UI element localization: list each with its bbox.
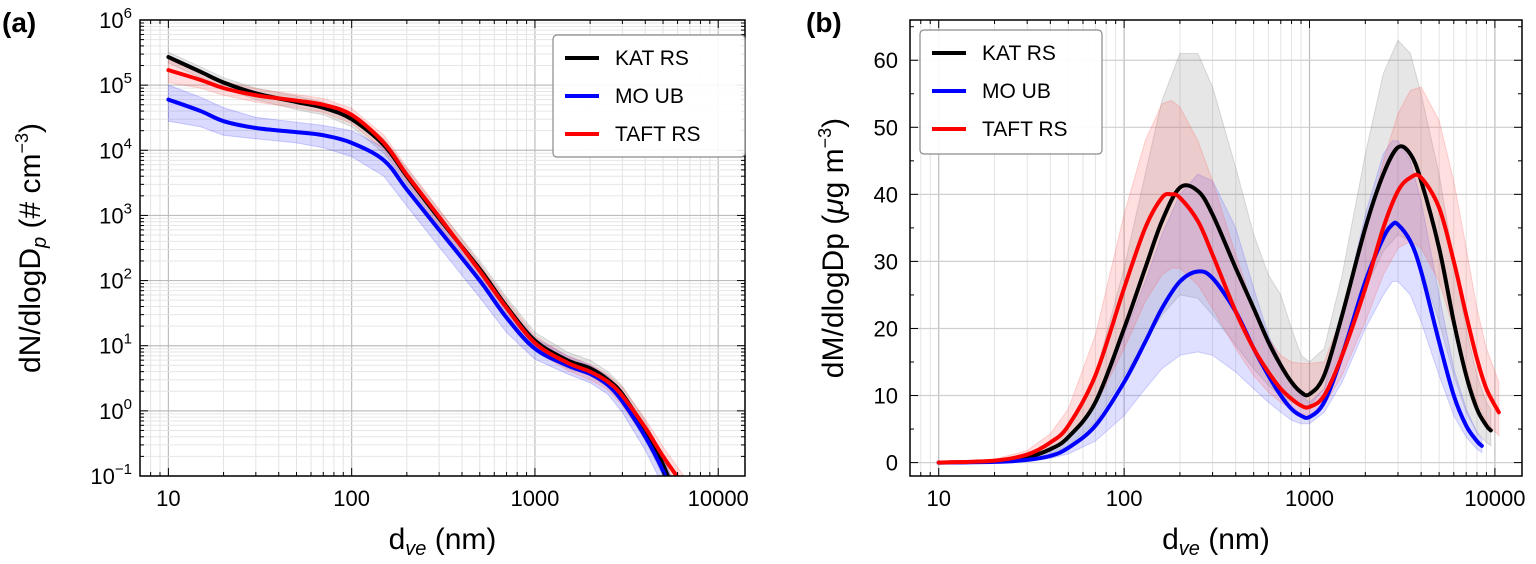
axes-frame xyxy=(909,19,1523,477)
x-tick-label: 10 xyxy=(156,486,180,511)
y-tick-label: 104 xyxy=(99,135,132,163)
legend-label: MO UB xyxy=(615,85,684,108)
series-line-kat-rs xyxy=(936,144,1493,465)
y-tick-label: 103 xyxy=(99,200,132,228)
y-tick-label: 50 xyxy=(874,115,898,140)
series-line-mo-ub xyxy=(936,220,1484,465)
legend-frame xyxy=(919,29,1103,155)
y-tick-label: 106 xyxy=(99,5,132,33)
x-tick-label: 10000 xyxy=(1464,486,1525,511)
y-axis-label: dN/dlogDp (# cm−3) xyxy=(12,123,51,373)
band-mo-ub xyxy=(167,84,672,476)
x-axis-label: dve (nm) xyxy=(1162,523,1270,559)
legend-label: MO UB xyxy=(982,80,1051,103)
y-tick-label: 20 xyxy=(874,316,898,341)
y-tick-label: 100 xyxy=(99,396,132,424)
panel-label: (a) xyxy=(2,7,36,38)
legend-label: KAT RS xyxy=(615,47,689,70)
y-tick-label: 60 xyxy=(874,48,898,73)
y-tick-label: 30 xyxy=(874,249,898,274)
series-line-mo-ub xyxy=(166,97,668,476)
legend-frame xyxy=(552,34,746,158)
panel-a: 10 100 1000 10000 10−1 100 101 102 103 104 105 106 d… xyxy=(2,5,749,560)
x-tick-label: 1000 xyxy=(1285,486,1334,511)
panel-label: (b) xyxy=(806,7,842,38)
series-lines xyxy=(166,55,680,476)
x-tick-label: 100 xyxy=(1106,486,1143,511)
band-kat-rs xyxy=(938,39,1492,464)
series-line-taft-rs xyxy=(936,172,1501,465)
x-tick-label: 1000 xyxy=(510,486,559,511)
legend-label: KAT RS xyxy=(982,42,1056,65)
y-tick-label: 10 xyxy=(874,384,898,409)
x-tick-label: 100 xyxy=(333,486,370,511)
y-axis-label: dM/dlogDp (μg m−3) xyxy=(815,118,850,378)
y-tick-label: 101 xyxy=(99,331,132,359)
panel-b: 10 100 1000 10000 0 10 20 30 40 50 60 dve (nm) dM/dl… xyxy=(806,7,1526,560)
x-tick-label: 10 xyxy=(926,486,950,511)
band-taft-rs xyxy=(167,59,685,476)
y-tick-label: 102 xyxy=(99,266,132,294)
x-tick-label: 10000 xyxy=(688,486,749,511)
x-axis-label: dve (nm) xyxy=(389,523,497,559)
series-lines xyxy=(936,144,1501,465)
y-tick-label: 10−1 xyxy=(90,461,132,489)
legend-label: TAFT RS xyxy=(982,118,1068,141)
y-tick-label: 105 xyxy=(99,70,132,98)
axes-frame xyxy=(139,19,746,477)
series-line-taft-rs xyxy=(166,68,680,476)
legend: KAT RS MO UB TAFT RS xyxy=(919,29,1103,155)
y-tick-label: 0 xyxy=(886,451,898,476)
y-tick-label: 40 xyxy=(874,182,898,207)
ticks xyxy=(909,20,1522,476)
legend: KAT RS MO UB TAFT RS xyxy=(552,34,746,158)
legend-label: TAFT RS xyxy=(615,123,701,146)
